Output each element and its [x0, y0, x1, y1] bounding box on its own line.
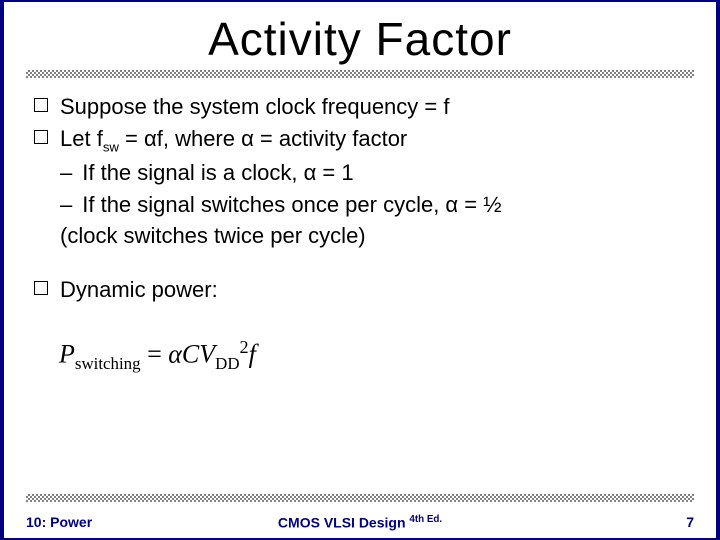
bullet-1: Suppose the system clock frequency = f	[34, 92, 686, 122]
formula-sub: switching	[75, 353, 141, 372]
bullet-3: Dynamic power:	[34, 275, 686, 305]
sub-bullet-2: – If the signal switches once per cycle,…	[34, 190, 686, 220]
dash-icon: –	[60, 158, 72, 188]
text-fragment: = αf, where α = activity factor	[119, 126, 407, 151]
sub-bullet-1-text: If the signal is a clock, α = 1	[82, 158, 353, 188]
checkbox-icon	[34, 130, 48, 144]
footer-center: CMOS VLSI Design 4th Ed.	[278, 514, 442, 531]
checkbox-icon	[34, 281, 48, 295]
sub-bullet-2-text: If the signal switches once per cycle, α…	[82, 190, 501, 220]
text-fragment: Let f	[60, 126, 103, 151]
bullet-3-text: Dynamic power:	[60, 275, 686, 305]
footer-center-main: CMOS VLSI Design	[278, 515, 409, 531]
content-area: Suppose the system clock frequency = f L…	[4, 78, 716, 375]
formula-c: C	[182, 339, 199, 368]
bullet-2-text: Let fsw = αf, where α = activity factor	[60, 124, 686, 156]
footer-right: 7	[686, 514, 694, 530]
footer-divider	[26, 494, 694, 502]
formula-vsub: DD	[215, 353, 239, 372]
footer-left: 10: Power	[26, 514, 92, 530]
formula-alpha: α	[168, 339, 182, 368]
slide-title: Activity Factor	[4, 2, 716, 70]
footer: 10: Power CMOS VLSI Design 4th Ed. 7	[26, 514, 694, 530]
bullet-2: Let fsw = αf, where α = activity factor	[34, 124, 686, 156]
subscript: sw	[103, 139, 119, 154]
formula-f: f	[249, 339, 256, 368]
checkbox-icon	[34, 98, 48, 112]
formula-eq: =	[141, 339, 169, 368]
bullet-1-text: Suppose the system clock frequency = f	[60, 92, 686, 122]
footer-center-sup: 4th Ed.	[409, 514, 442, 525]
dash-icon: –	[60, 190, 72, 220]
formula-p: P	[59, 339, 75, 368]
title-divider	[26, 70, 694, 78]
slide-frame: Activity Factor Suppose the system clock…	[0, 0, 720, 540]
formula: Pswitching = αCVDD2f	[34, 335, 686, 376]
formula-v: V	[199, 339, 215, 368]
sub-bullet-1: – If the signal is a clock, α = 1	[34, 158, 686, 188]
formula-sq: 2	[240, 337, 249, 357]
paren-note: (clock switches twice per cycle)	[34, 221, 686, 251]
